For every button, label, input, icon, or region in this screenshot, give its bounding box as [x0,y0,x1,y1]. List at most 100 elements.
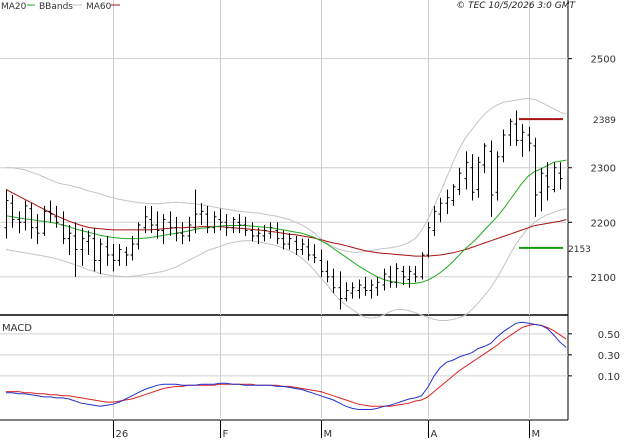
ohlc-bar [117,244,122,266]
price-ytick-label: 2500 [591,55,616,66]
macd-line [6,321,567,410]
ohlc-bar [432,205,437,236]
ohlc-bar [533,137,538,217]
ohlc-bar [23,200,28,231]
legend-bbands: BBands [39,2,73,12]
ohlc-bar [205,205,210,234]
ohlc-bar [501,129,506,163]
ohlc-bar [413,265,418,283]
y-axis-ticks: 2100 2200 2300 2500 0.50 0.30 0.10 [568,55,620,383]
ohlc-bar [338,271,343,310]
ohlc-bar [61,211,66,245]
ohlc-bar [344,282,349,302]
ohlc-bar [199,203,204,225]
ohlc-bar [300,238,305,255]
x-axis-ticks: 26 F M A M [113,420,541,440]
annotation-label: 2389 [593,116,616,126]
macd-ytick-label: 0.10 [598,372,620,383]
ohlc-bar [350,282,355,299]
ohlc-bar [193,189,198,234]
legend-ma60: MA60 [86,2,112,12]
ohlc-bar [4,189,9,239]
ohlc-bar [98,238,103,275]
ohlc-bar [149,205,154,234]
ohlc-bar [438,197,443,223]
ohlc-bar [174,216,179,242]
ohlc-bar [35,214,40,245]
ohlc-bar [545,162,550,201]
ohlc-bar [325,260,330,283]
ohlc-bar [306,238,311,261]
ohlc-bar [212,211,217,234]
price-grid [0,0,568,315]
ohlc-bar [54,205,59,228]
ohlc-bar [130,235,135,261]
ohlc-bar [224,214,229,236]
ma20-series [5,159,567,284]
ohlc-bar [464,151,469,190]
chart-frame [0,0,569,421]
ohlc-bar [168,211,173,236]
ohlc-bar [275,222,280,245]
ohlc-bar [319,249,324,277]
ohlc-bar [470,154,475,201]
macd-title: MACD [2,323,32,334]
macd-grid [0,317,568,420]
bband-lower [5,208,567,321]
ohlc-bar [312,244,317,264]
ohlc-bar [231,216,236,234]
ohlc-bar [495,151,500,201]
ohlc-bar [388,265,393,288]
ma60-line [5,189,567,257]
x-tick-label: M [532,429,541,440]
x-tick-label: M [324,429,333,440]
ohlc-bar [476,156,481,198]
ohlc-bar [281,230,286,250]
macd-ytick-label: 0.30 [598,351,620,362]
ohlc-bar [86,230,91,255]
price-annotations: 2389 2153 [519,116,616,255]
macd-signal-line [6,323,567,407]
ohlc-bar [287,233,292,250]
ohlc-bar [92,227,97,272]
ohlc-bar [420,252,425,280]
x-tick-label: 26 [116,429,129,440]
ohlc-bar [17,211,22,234]
ohlc-bar [111,244,116,272]
ohlc-bar [180,222,185,245]
ohlc-bar [262,225,267,242]
macd-ytick-label: 0.50 [598,330,620,341]
price-bars [4,110,563,310]
ohlc-bar [48,200,53,223]
ohlc-bar [489,140,494,217]
ohlc-bar [407,265,412,288]
ohlc-bar [42,205,47,236]
ohlc-bar [375,276,380,296]
ohlc-bar [457,167,462,195]
ohlc-bar [539,167,544,212]
annotation-label: 2153 [568,245,591,255]
ohlc-bar [105,235,110,266]
ohlc-bar [520,124,525,157]
ohlc-bar [394,263,399,288]
ohlc-bar [558,162,563,190]
ohlc-bar [363,276,368,296]
ohlc-bar [514,110,519,146]
bollinger-bands [5,97,567,321]
price-ytick-label: 2200 [591,218,616,229]
ohlc-bar [268,222,273,239]
ohlc-bar [237,214,242,234]
ohlc-bar [161,214,166,245]
ohlc-bar [482,143,487,174]
price-ytick-label: 2100 [591,273,616,284]
ohlc-bar [331,268,336,294]
ohlc-bar [256,227,261,245]
ohlc-bar [218,208,223,231]
bband-upper [6,97,567,253]
ohlc-bar [426,222,431,258]
ohlc-bar [143,205,148,234]
ohlc-bar [243,216,248,236]
ma60-series [5,189,567,257]
ohlc-bar [187,216,192,242]
ma20-line [5,159,567,284]
